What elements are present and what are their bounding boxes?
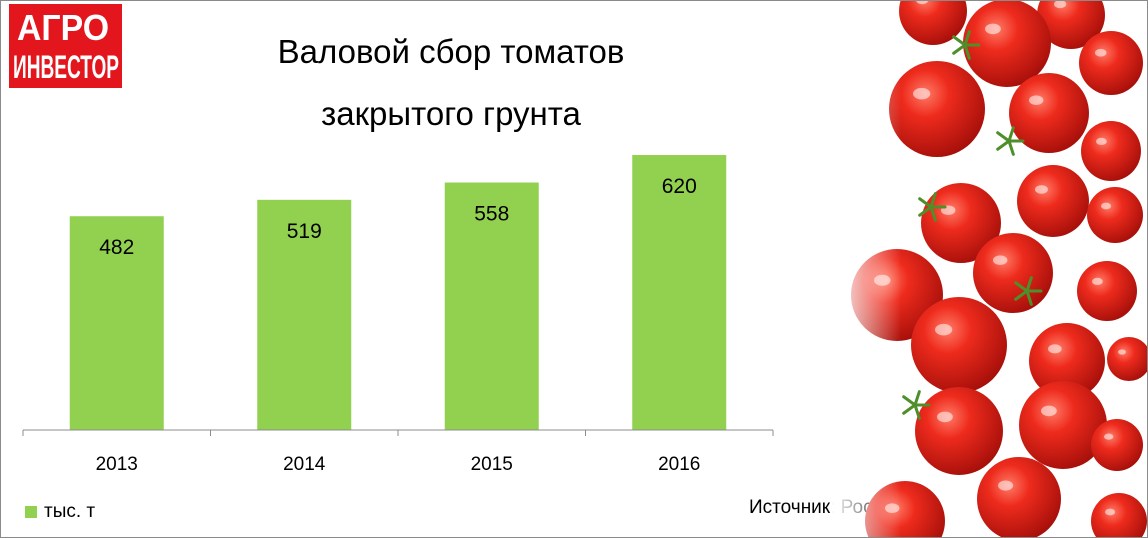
legend-swatch xyxy=(25,506,37,518)
tomatoes-photo xyxy=(831,1,1147,537)
legend-label: тыс. т xyxy=(44,501,96,522)
chart-title-line-1: Валовой сбор томатов xyxy=(277,33,625,70)
legend: тыс. т xyxy=(25,501,95,523)
data-label-2013: 482 xyxy=(99,236,134,259)
x-tick-label-2016: 2016 xyxy=(658,454,700,475)
bar-2013 xyxy=(69,216,164,430)
chart-title-line-2: закрытого грунта xyxy=(321,95,581,132)
x-tick-label-2013: 2013 xyxy=(96,454,138,475)
x-tick-label-2014: 2014 xyxy=(283,454,326,475)
data-label-2016: 620 xyxy=(662,175,697,198)
data-label-2015: 558 xyxy=(474,203,509,226)
bar-2014 xyxy=(257,199,352,430)
bar-2016 xyxy=(632,155,727,430)
agroinvestor-logo: АГРО ИНВЕСТОР xyxy=(9,4,122,88)
bar-chart: 482 2013 519 2014 558 2015 620 2016 xyxy=(22,155,774,475)
logo-line-2: ИНВЕСТОР xyxy=(13,49,119,85)
bar-2015 xyxy=(444,182,539,430)
x-tick-label-2015: 2015 xyxy=(471,454,513,475)
logo-line-1: АГРО xyxy=(17,7,109,48)
data-label-2014: 519 xyxy=(287,220,322,243)
